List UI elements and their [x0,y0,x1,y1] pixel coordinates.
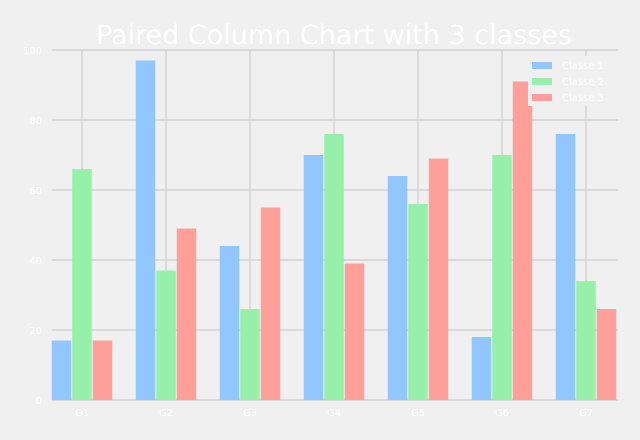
bar-classe-3-g5 [428,158,449,400]
x-tick-label: G5 [411,408,425,419]
bar-classe-1-g1 [51,340,72,400]
bar-classe-2-g6 [492,155,512,400]
legend-swatch [532,94,552,101]
x-tick-label: G1 [75,408,89,419]
bar-classe-2-g3 [240,309,260,400]
bar-classe-1-g6 [471,337,492,400]
bar-classe-3-g6 [512,81,533,400]
bar-classe-2-g1 [72,169,92,400]
legend: Classe 1 Classe 2 Classe 3 [528,56,616,106]
legend-swatch [532,62,552,69]
bar-classe-3-g1 [92,340,113,400]
bar-classe-1-g3 [219,246,240,400]
bar-classe-1-g4 [303,155,324,400]
legend-label: Classe 2 [562,77,604,88]
legend-label: Classe 1 [562,61,604,72]
bar-classe-3-g4 [344,263,365,400]
y-tick-label: 20 [29,326,42,337]
bars-layer [51,60,617,400]
chart-title: Paired Column Chart with 3 classes [96,20,572,51]
bar-classe-2-g5 [408,204,428,400]
bar-classe-3-g7 [596,309,617,400]
y-tick-label: 80 [29,116,42,127]
x-tick-label: G3 [243,408,257,419]
legend-swatch [532,78,552,85]
bar-classe-2-g4 [324,134,344,400]
bar-classe-1-g7 [555,134,576,400]
legend-label: Classe 3 [562,93,604,104]
y-tick-label: 100 [23,46,42,57]
y-tick-label: 60 [29,186,42,197]
bar-classe-1-g5 [387,176,408,400]
x-tick-label: G4 [327,408,341,419]
bar-classe-2-g2 [156,270,176,400]
bar-classe-3-g2 [176,228,197,400]
tick-labels: 0 20 40 60 80 100 G1 G2 G3 G4 G5 G6 G7 [23,46,593,419]
y-tick-label: 40 [29,256,42,267]
x-tick-label: G2 [159,408,173,419]
bar-classe-1-g2 [135,60,156,400]
x-tick-label: G6 [495,408,509,419]
x-tick-label: G7 [579,408,593,419]
bar-classe-2-g7 [576,281,596,400]
y-tick-label: 0 [36,396,42,407]
bar-classe-3-g3 [260,207,281,400]
